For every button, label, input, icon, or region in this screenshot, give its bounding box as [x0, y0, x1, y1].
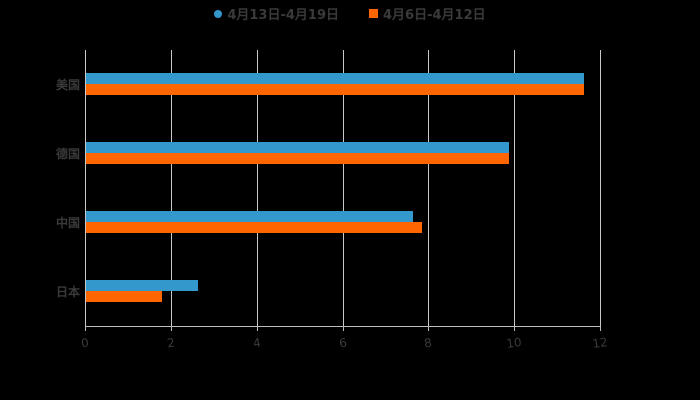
axis-tick: [170, 326, 172, 331]
bar-week-apr6[interactable]: [86, 222, 423, 233]
x-tick-label: 6: [337, 335, 348, 351]
axis-tick: [85, 326, 86, 331]
category-label: 中国: [55, 216, 80, 230]
bar-week-apr13[interactable]: [86, 280, 198, 291]
gridline: [600, 50, 601, 326]
axis-tick: [514, 326, 516, 331]
category-label: 日本: [55, 285, 80, 299]
square-marker-icon: [369, 9, 379, 18]
legend-label: 4月6日-4月12日: [383, 8, 486, 23]
category-label: 美国: [55, 78, 80, 92]
bar-week-apr13[interactable]: [86, 142, 510, 153]
gridline: [256, 50, 258, 326]
bar-week-apr6[interactable]: [86, 153, 510, 164]
bar-week-apr6[interactable]: [86, 84, 584, 95]
legend-item-week-apr13[interactable]: 4月13日-4月19日: [214, 4, 339, 23]
axis-tick: [428, 326, 430, 331]
x-tick-label: 12: [591, 335, 609, 351]
legend-item-week-apr6[interactable]: 4月6日-4月12日: [369, 4, 486, 23]
x-axis-line: [85, 326, 600, 327]
gridline: [85, 50, 86, 326]
axis-tick: [256, 326, 258, 331]
x-tick-label: 2: [166, 335, 176, 351]
axis-tick: [342, 326, 344, 331]
axis-tick: [600, 326, 601, 331]
legend-label: 4月13日-4月19日: [227, 8, 340, 23]
bar-week-apr13[interactable]: [86, 73, 584, 84]
x-tick-label: 0: [80, 335, 90, 351]
x-tick-label: 4: [251, 335, 262, 351]
gridline: [170, 50, 172, 326]
gridline: [428, 50, 430, 326]
gridline: [514, 50, 516, 326]
bar-week-apr13[interactable]: [86, 211, 414, 222]
x-tick-label: 8: [423, 335, 434, 351]
bar-week-apr6[interactable]: [86, 291, 162, 302]
gridline: [342, 50, 344, 326]
category-label: 德国: [55, 147, 80, 161]
x-tick-label: 10: [505, 335, 523, 351]
legend: 4月13日-4月19日 4月6日-4月12日: [0, 4, 700, 23]
circle-marker-icon: [214, 9, 223, 18]
